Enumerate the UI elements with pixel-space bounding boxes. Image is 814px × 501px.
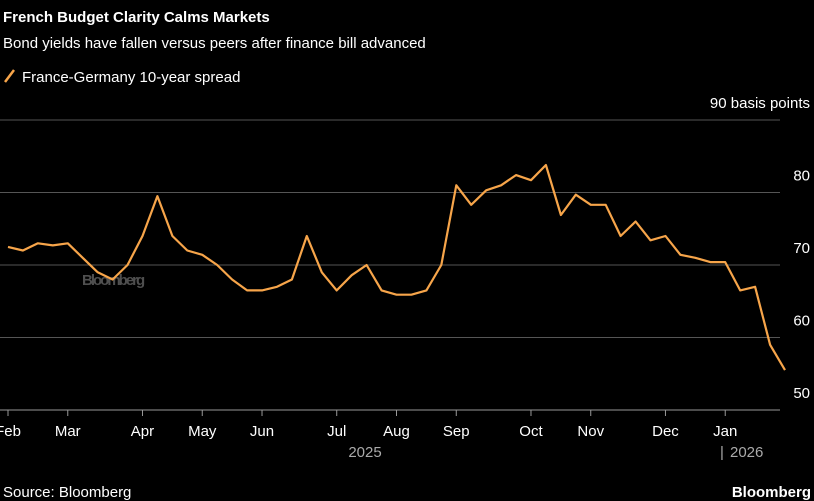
year-label: 2026 <box>730 444 763 461</box>
chart-subtitle: Bond yields have fallen versus peers aft… <box>3 35 426 52</box>
x-tick-label: Feb <box>0 423 21 440</box>
legend-icon <box>4 69 15 83</box>
x-tick-label: May <box>188 423 217 440</box>
x-tick-label: Jul <box>327 423 346 440</box>
x-tick-label: Jun <box>250 423 274 440</box>
x-tick-label: Oct <box>519 423 543 440</box>
year-label: 2025 <box>348 444 381 461</box>
x-tick-label: Aug <box>383 423 410 440</box>
x-tick-label: Nov <box>577 423 604 440</box>
legend-label: France-Germany 10-year spread <box>22 69 240 86</box>
y-tick-label: 50 <box>793 385 810 402</box>
x-tick-label: Dec <box>652 423 679 440</box>
logo: Bloomberg <box>732 484 811 501</box>
watermark: Bloomberg <box>82 272 145 289</box>
x-tick-label: Sep <box>443 423 470 440</box>
x-tick-label: Jan <box>713 423 737 440</box>
year-separator: | <box>720 444 724 461</box>
source: Source: Bloomberg <box>3 484 131 501</box>
line <box>7 163 786 371</box>
x-tick-label: Apr <box>131 423 154 440</box>
y-tick-label: 70 <box>793 240 810 257</box>
y-tick-label: 60 <box>793 313 810 330</box>
y-tick-label: 90 basis points <box>710 95 810 112</box>
y-tick-label: 80 <box>793 168 810 185</box>
chart-title: French Budget Clarity Calms Markets <box>3 9 270 26</box>
x-tick-label: Mar <box>55 423 81 440</box>
